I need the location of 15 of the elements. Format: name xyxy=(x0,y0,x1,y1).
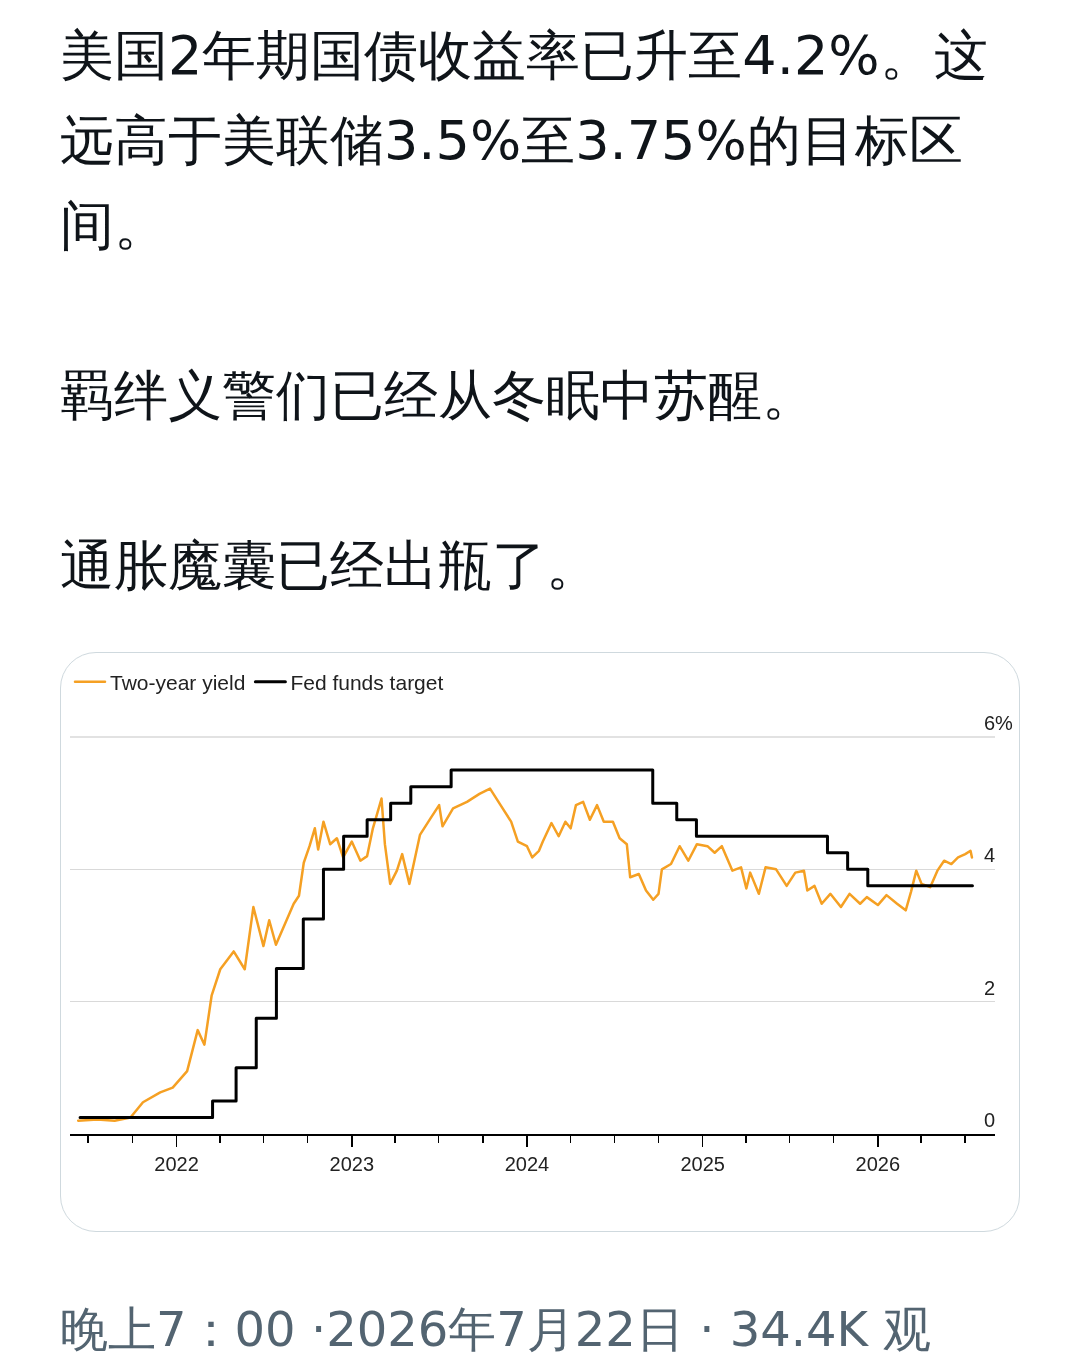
text: 通胀魔囊已经出瓶了。 xyxy=(60,533,601,599)
x-tick-label: 2022 xyxy=(154,1153,199,1175)
y-tick-label: 0 xyxy=(984,1109,996,1131)
legend-label: Two-year yield xyxy=(110,671,246,695)
x-tick-label: 2023 xyxy=(329,1153,375,1175)
x-tick-label: 2024 xyxy=(504,1153,550,1175)
y-tick-label: 2 xyxy=(984,976,996,999)
x-tick-label: 2026 xyxy=(855,1153,901,1175)
y-tick-label: 4 xyxy=(984,844,996,867)
text: 晚上7：00 ·2026年7月22日 · 34.4K 观 xyxy=(60,1300,932,1359)
chart-title: 美国2年期国债收益率已升至4.2%。这远高于美联储3.5%至3.75%的目标区间。 xyxy=(60,23,989,259)
y-tick-label: 6% xyxy=(984,712,1014,734)
x-tick-label: 2025 xyxy=(680,1153,725,1175)
legend-label: Fed funds target xyxy=(290,671,444,695)
text: 羁绊义警们已经从冬眠中苏醒。 xyxy=(60,363,817,429)
